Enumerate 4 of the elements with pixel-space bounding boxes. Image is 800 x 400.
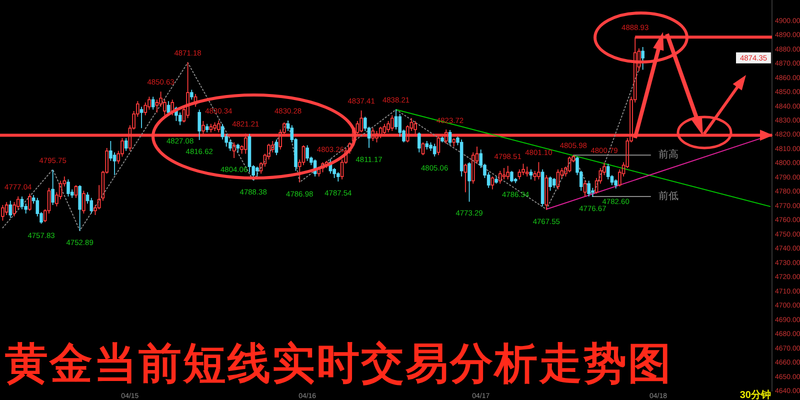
title: 黄金当前短线实时交易分析走势图: [5, 339, 672, 389]
series-label: 前高: [658, 150, 679, 161]
note: 30分钟: [740, 390, 771, 400]
series-label: 前低: [658, 190, 679, 202]
